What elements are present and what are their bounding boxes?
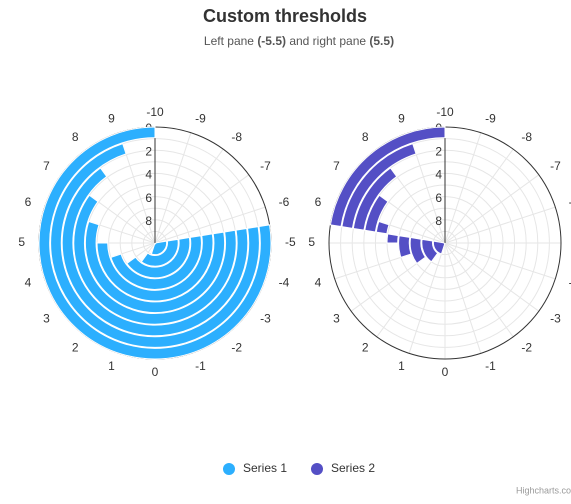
credits[interactable]: Highcharts.com <box>516 485 571 495</box>
angular-tick-label: 7 <box>333 159 340 173</box>
grid-line <box>444 242 482 354</box>
angular-tick-label: -10 <box>436 105 454 119</box>
angular-tick-label: 0 <box>152 365 159 379</box>
bar <box>364 194 389 233</box>
bar <box>96 233 214 302</box>
grid-line <box>154 132 192 244</box>
angular-tick-label: 1 <box>398 359 405 373</box>
grid-line <box>444 242 556 280</box>
angular-tick-label: 8 <box>72 130 79 144</box>
angular-tick-label: 0 <box>442 365 449 379</box>
bar <box>432 240 446 255</box>
bar <box>84 220 226 314</box>
angular-tick-label: -10 <box>146 105 164 119</box>
angular-tick-label: 9 <box>108 112 115 126</box>
angular-tick-label: -6 <box>569 195 571 209</box>
angular-tick-label: 9 <box>398 112 405 126</box>
bar <box>421 238 439 263</box>
angular-tick-label: -9 <box>195 112 206 126</box>
bar <box>73 194 237 325</box>
angular-tick-label: -2 <box>521 340 532 354</box>
grid-line <box>408 242 446 354</box>
angular-tick-label: -8 <box>521 130 532 144</box>
bar <box>126 236 191 279</box>
angular-tick-label: 2 <box>362 340 369 354</box>
bar <box>50 143 260 348</box>
radial-tick-label: 2 <box>145 144 152 158</box>
angular-tick-label: 5 <box>18 235 25 249</box>
angular-tick-label: 6 <box>25 195 32 209</box>
subtitle-part: (5.5) <box>369 34 394 48</box>
subtitle-part: and right pane <box>286 34 369 48</box>
chart-subtitle: Left pane (-5.5) and right pane (5.5) <box>204 34 394 48</box>
angular-tick-label: -9 <box>485 112 496 126</box>
angular-tick-label: -7 <box>260 159 271 173</box>
angular-tick-label: 3 <box>43 312 50 326</box>
angular-tick-label: 5 <box>308 235 315 249</box>
radial-tick-label: 8 <box>435 214 442 228</box>
bar <box>341 143 417 229</box>
legend-label[interactable]: Series 1 <box>243 461 287 475</box>
bar <box>375 220 390 235</box>
legend-marker <box>311 463 323 475</box>
angular-tick-label: -5 <box>285 235 296 249</box>
angular-tick-label: 8 <box>362 130 369 144</box>
angular-tick-label: -2 <box>231 340 242 354</box>
angular-tick-label: 6 <box>315 195 322 209</box>
grid-line <box>154 174 250 244</box>
legend-label[interactable]: Series 2 <box>331 461 375 475</box>
legend-marker <box>223 463 235 475</box>
angular-tick-label: -4 <box>279 275 290 289</box>
grid-line <box>154 206 266 244</box>
bar <box>150 240 168 256</box>
grid-line <box>444 148 514 244</box>
angular-tick-label: -8 <box>231 130 242 144</box>
bar <box>110 235 202 290</box>
grid-line <box>444 174 540 244</box>
subtitle-part: (-5.5) <box>257 34 286 48</box>
grid-line <box>444 242 514 338</box>
angular-tick-label: -3 <box>550 312 561 326</box>
bar <box>140 238 179 267</box>
radial-tick-label: 4 <box>145 168 152 182</box>
angular-tick-label: 1 <box>108 359 115 373</box>
radial-tick-label: 8 <box>145 214 152 228</box>
angular-tick-label: 3 <box>333 312 340 326</box>
radial-tick-label: 2 <box>435 144 442 158</box>
bar <box>61 167 249 337</box>
chart-title: Custom thresholds <box>203 6 367 26</box>
angular-tick-label: 4 <box>315 275 322 289</box>
bar <box>329 126 446 228</box>
bar <box>409 236 427 265</box>
angular-tick-label: -6 <box>279 195 290 209</box>
bar <box>38 126 272 360</box>
radial-tick-label: 4 <box>435 168 442 182</box>
angular-tick-label: -4 <box>569 275 571 289</box>
bar <box>352 167 398 231</box>
angular-tick-label: -7 <box>550 159 561 173</box>
angular-tick-label: -3 <box>260 312 271 326</box>
grid-line <box>444 132 482 244</box>
angular-tick-label: -1 <box>195 359 206 373</box>
grid-line <box>154 148 224 244</box>
angular-tick-label: 7 <box>43 159 50 173</box>
radial-tick-label: 6 <box>435 191 442 205</box>
bar <box>386 233 399 244</box>
angular-tick-label: -1 <box>485 359 496 373</box>
grid-line <box>444 206 556 244</box>
grid-line <box>444 242 540 312</box>
angular-tick-label: 2 <box>72 340 79 354</box>
radial-tick-label: 6 <box>145 191 152 205</box>
subtitle-part: Left pane <box>204 34 257 48</box>
bar <box>398 235 412 258</box>
angular-tick-label: 4 <box>25 275 32 289</box>
